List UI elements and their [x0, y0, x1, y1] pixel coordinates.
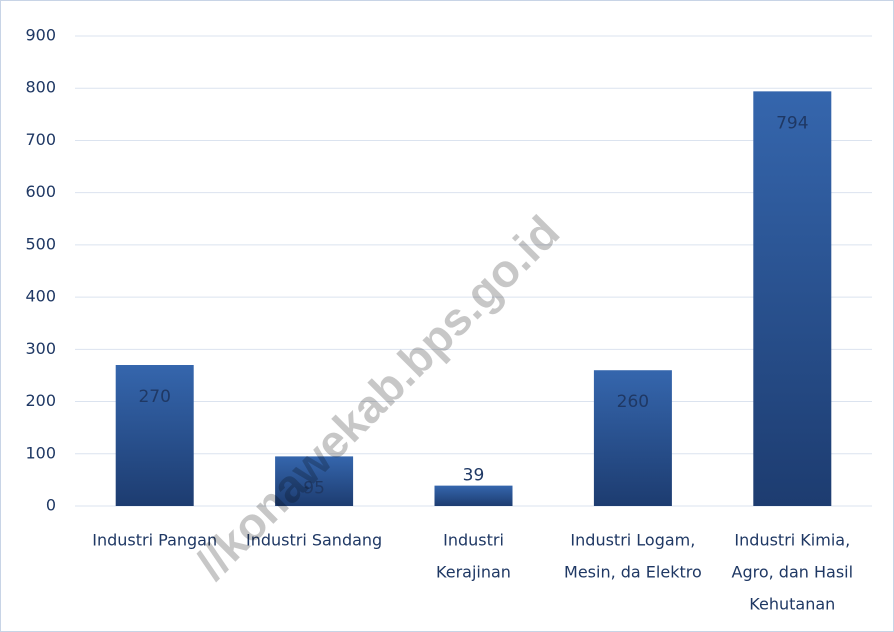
x-tick-label: Industri Pangan [92, 531, 217, 550]
data-label: 794 [776, 113, 808, 133]
x-tick-label: Kerajinan [436, 563, 511, 582]
y-tick-label: 500 [25, 234, 56, 253]
x-tick-label: Industri Logam, [570, 531, 695, 550]
y-tick-label: 900 [25, 26, 56, 45]
x-tick-label: Mesin, da Elektro [564, 563, 702, 582]
data-label: 270 [138, 387, 170, 407]
y-tick-label: 100 [25, 443, 56, 462]
y-tick-label: 600 [25, 182, 56, 201]
bar [115, 365, 194, 506]
bar [753, 91, 832, 506]
x-tick-label: Industri [443, 531, 504, 550]
x-tick-label: Industri Sandang [246, 531, 382, 550]
x-tick-label: Agro, dan Hasil [732, 563, 854, 582]
x-tick-label: Industri Kimia, [734, 531, 850, 550]
bar [275, 456, 354, 506]
data-label: 95 [303, 478, 325, 498]
bar [593, 370, 672, 506]
y-tick-label: 800 [25, 78, 56, 97]
y-tick-label: 200 [25, 391, 56, 410]
x-tick-label: Kehutanan [749, 595, 835, 614]
y-tick-label: 700 [25, 130, 56, 149]
y-tick-label: 0 [46, 496, 56, 515]
y-tick-label: 300 [25, 339, 56, 358]
bar [434, 485, 513, 506]
data-label: 39 [463, 466, 485, 486]
data-label: 260 [617, 392, 649, 412]
y-tick-label: 400 [25, 287, 56, 306]
